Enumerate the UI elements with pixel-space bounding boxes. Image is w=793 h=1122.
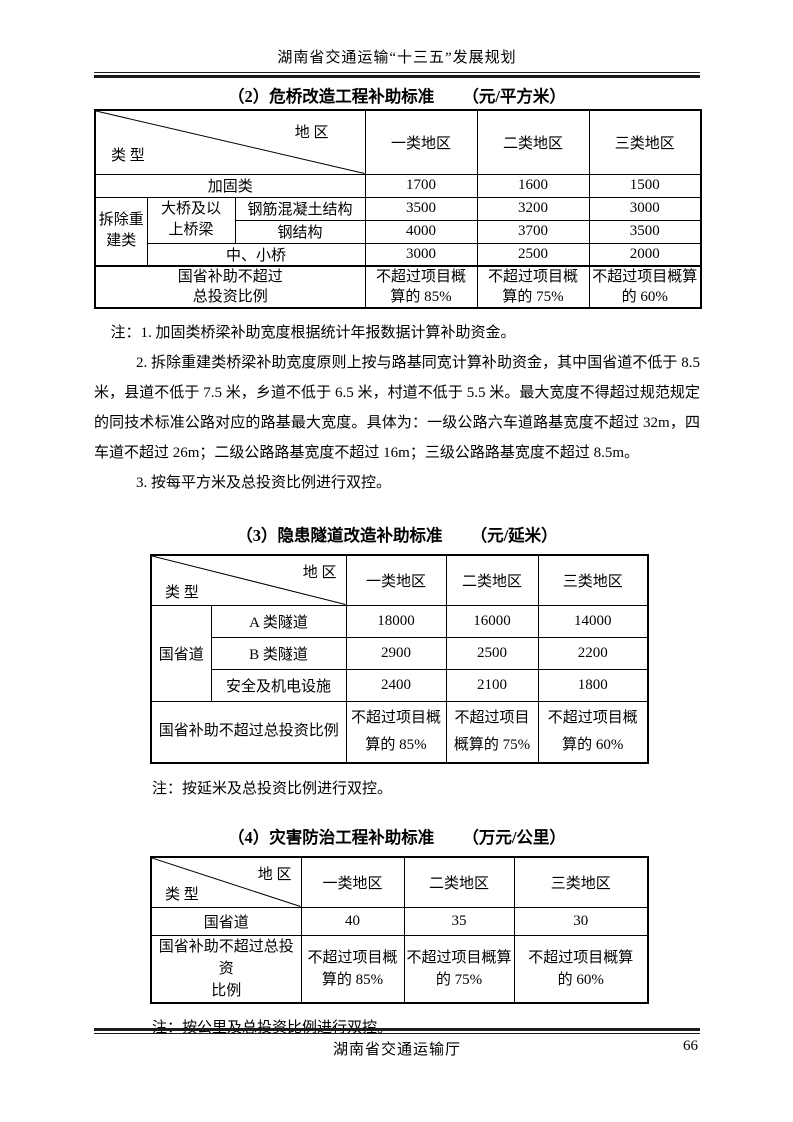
group-label: 大桥及以 上桥梁 bbox=[146, 196, 236, 244]
table4-note: 注：按公里及总投资比例进行双控。 bbox=[152, 1019, 393, 1036]
page-header-title: 湖南省交通运输“十三五”发展规划 bbox=[277, 50, 517, 66]
table2-title-text: （2）危桥改造工程补助标准 bbox=[228, 87, 435, 106]
row-label: 国省补助不超过总投资 比例 bbox=[150, 934, 302, 1003]
row-label: 钢结构 bbox=[234, 219, 366, 244]
value-cell: 2900 bbox=[345, 636, 447, 670]
table2-unit: （元/平方米） bbox=[462, 87, 566, 106]
value-cell: 1800 bbox=[537, 668, 649, 702]
note-line: 注：1. 加固类桥梁补助宽度根据统计年报数据计算补助资金。 bbox=[110, 325, 516, 341]
corner-cell: 地 区 类 型 bbox=[150, 856, 302, 908]
corner-region-label: 地 区 bbox=[257, 867, 292, 883]
value-cell: 30 bbox=[513, 906, 649, 936]
table3-title: （3）隐患隧道改造补助标准 （元/延米） bbox=[94, 522, 700, 546]
table2-title: （2）危桥改造工程补助标准 （元/平方米） bbox=[94, 83, 700, 107]
row-label: 钢筋混凝土结构 bbox=[234, 196, 366, 221]
col-header: 二类地区 bbox=[445, 554, 539, 606]
group-label: 国省道 bbox=[150, 604, 212, 702]
corner-region-label: 地 区 bbox=[302, 565, 337, 581]
value-cell: 16000 bbox=[445, 604, 539, 638]
value-cell: 不超过项目概 算的 85% bbox=[364, 265, 478, 309]
value-cell: 不超过项目概算 的 60% bbox=[588, 265, 702, 309]
page-footer: 湖南省交通运输厅 66 bbox=[94, 1028, 700, 1059]
row-label: B 类隧道 bbox=[210, 636, 347, 670]
row-label: 加固类 bbox=[94, 173, 366, 198]
row-label: 国省补助不超过总投资比例 bbox=[150, 700, 347, 764]
footer-org-name: 湖南省交通运输厅 bbox=[332, 1042, 461, 1058]
corner-type-label: 类 型 bbox=[165, 584, 199, 601]
value-cell: 2500 bbox=[445, 636, 539, 670]
table4-title: （4）灾害防治工程补助标准 （万元/公里） bbox=[94, 824, 700, 848]
note-line: 2. 拆除重建类桥梁补助宽度原则上按与路基同宽计算补助资金，其中国省道不低于 8… bbox=[94, 355, 700, 461]
value-cell: 2500 bbox=[476, 242, 590, 267]
row-label: 国省补助不超过 总投资比例 bbox=[94, 265, 366, 309]
row-label: 安全及机电设施 bbox=[210, 668, 347, 702]
page-number: 66 bbox=[683, 1038, 698, 1054]
corner-cell: 地 区 类 型 bbox=[150, 554, 347, 606]
col-header: 二类地区 bbox=[476, 109, 590, 175]
col-header: 二类地区 bbox=[403, 856, 515, 908]
value-cell: 14000 bbox=[537, 604, 649, 638]
value-cell: 3000 bbox=[364, 242, 478, 267]
value-cell: 3200 bbox=[476, 196, 590, 221]
value-cell: 不超过项目概算 的 60% bbox=[513, 934, 649, 1003]
value-cell: 35 bbox=[403, 906, 515, 936]
value-cell: 2100 bbox=[445, 668, 539, 702]
table3-unit: （元/延米） bbox=[470, 526, 558, 545]
table2-notes: 注：1. 加固类桥梁补助宽度根据统计年报数据计算补助资金。 2. 拆除重建类桥梁… bbox=[94, 318, 700, 498]
value-cell: 3700 bbox=[476, 219, 590, 244]
col-header: 三类地区 bbox=[513, 856, 649, 908]
value-cell: 不超过项目概算 的 75% bbox=[403, 934, 515, 1003]
corner-region-label: 地 区 bbox=[294, 125, 329, 141]
col-header: 一类地区 bbox=[300, 856, 405, 908]
table4-unit: （万元/公里） bbox=[462, 828, 566, 847]
disaster-subsidy-table: 地 区 类 型 一类地区 二类地区 三类地区 国省道 40 35 30 国省补助… bbox=[150, 856, 649, 1004]
note-line: 3. 按每平方米及总投资比例进行双控。 bbox=[136, 475, 392, 491]
value-cell: 3500 bbox=[364, 196, 478, 221]
diagonal-line bbox=[96, 111, 365, 174]
row-label: 中、小桥 bbox=[146, 242, 366, 267]
value-cell: 2200 bbox=[537, 636, 649, 670]
value-cell: 3000 bbox=[588, 196, 702, 221]
footer-rule bbox=[94, 1028, 700, 1034]
corner-type-label: 类 型 bbox=[111, 147, 145, 164]
bridge-subsidy-table: 地 区 类 型 一类地区 二类地区 三类地区 加固类 1700 1600 150… bbox=[94, 109, 702, 309]
row-label: A 类隧道 bbox=[210, 604, 347, 638]
value-cell: 18000 bbox=[345, 604, 447, 638]
col-header: 一类地区 bbox=[364, 109, 478, 175]
value-cell: 不超过项目 概算的 75% bbox=[445, 700, 539, 764]
col-header: 三类地区 bbox=[537, 554, 649, 606]
value-cell: 1700 bbox=[364, 173, 478, 198]
value-cell: 不超过项目概 算的 85% bbox=[300, 934, 405, 1003]
col-header: 一类地区 bbox=[345, 554, 447, 606]
value-cell: 不超过项目概 算的 60% bbox=[537, 700, 649, 764]
col-header: 三类地区 bbox=[588, 109, 702, 175]
value-cell: 2000 bbox=[588, 242, 702, 267]
corner-type-label: 类 型 bbox=[165, 886, 199, 903]
table3-note: 注：按延米及总投资比例进行双控。 bbox=[152, 781, 393, 797]
header-rule bbox=[94, 72, 700, 78]
table4-title-text: （4）灾害防治工程补助标准 bbox=[228, 828, 435, 847]
value-cell: 2400 bbox=[345, 668, 447, 702]
value-cell: 40 bbox=[300, 906, 405, 936]
tunnel-subsidy-table: 地 区 类 型 一类地区 二类地区 三类地区 国省道 A 类隧道 18000 1… bbox=[150, 554, 649, 764]
value-cell: 4000 bbox=[364, 219, 478, 244]
row-label: 国省道 bbox=[150, 906, 302, 936]
corner-cell: 地 区 类 型 bbox=[94, 109, 366, 175]
value-cell: 3500 bbox=[588, 219, 702, 244]
value-cell: 1500 bbox=[588, 173, 702, 198]
value-cell: 1600 bbox=[476, 173, 590, 198]
table3-title-text: （3）隐患隧道改造补助标准 bbox=[236, 526, 443, 545]
diagonal-line bbox=[152, 858, 301, 907]
value-cell: 不超过项目概 算的 85% bbox=[345, 700, 447, 764]
group-label: 拆除重 建类 bbox=[94, 196, 148, 267]
diagonal-line bbox=[152, 556, 346, 605]
value-cell: 不超过项目概 算的 75% bbox=[476, 265, 590, 309]
